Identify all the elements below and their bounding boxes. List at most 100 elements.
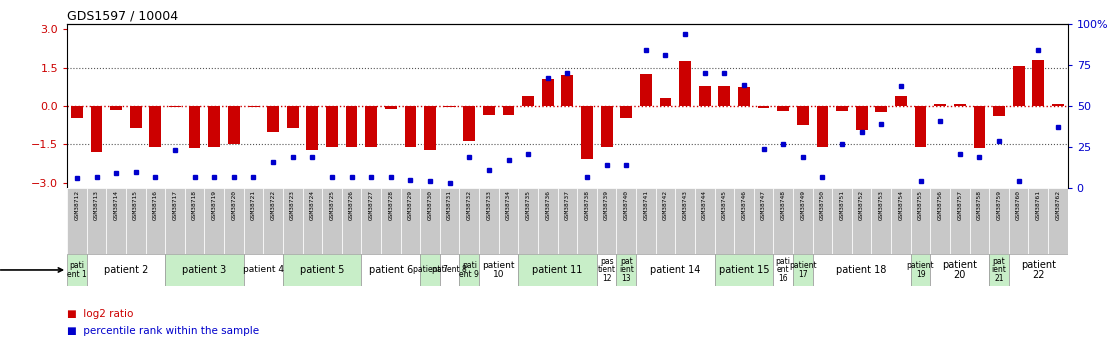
Bar — [875, 106, 888, 112]
Text: GSM38727: GSM38727 — [369, 190, 373, 220]
Bar — [597, 188, 616, 254]
Text: GSM38736: GSM38736 — [546, 190, 550, 220]
Bar — [1008, 254, 1068, 286]
Text: pati
ent 9: pati ent 9 — [459, 261, 480, 279]
Bar — [816, 106, 828, 147]
Bar — [989, 188, 1008, 254]
Text: GSM38721: GSM38721 — [250, 190, 256, 220]
Bar — [813, 254, 911, 286]
Bar — [577, 188, 597, 254]
Bar — [561, 75, 574, 106]
Bar — [915, 106, 927, 147]
Bar — [797, 106, 808, 125]
Bar — [361, 254, 420, 286]
Text: patient
20: patient 20 — [942, 260, 977, 279]
Text: GSM38733: GSM38733 — [486, 190, 492, 220]
Bar — [813, 188, 832, 254]
Text: GSM38756: GSM38756 — [938, 190, 942, 220]
Bar — [935, 104, 946, 106]
Bar — [699, 86, 711, 106]
Bar — [439, 188, 459, 254]
Text: patient 11: patient 11 — [532, 265, 582, 275]
Bar — [439, 254, 459, 286]
Text: GSM38758: GSM38758 — [977, 190, 982, 220]
Bar — [581, 106, 593, 159]
Bar — [680, 61, 691, 106]
Bar — [695, 188, 714, 254]
Text: GSM38726: GSM38726 — [349, 190, 354, 220]
Text: GSM38762: GSM38762 — [1055, 190, 1060, 220]
Bar — [420, 188, 439, 254]
Bar — [954, 104, 966, 106]
Bar — [87, 254, 165, 286]
Bar — [459, 188, 480, 254]
Bar — [950, 188, 969, 254]
Bar — [87, 188, 106, 254]
Text: GSM38757: GSM38757 — [957, 190, 963, 220]
Text: GSM38746: GSM38746 — [741, 190, 747, 220]
Bar — [283, 254, 361, 286]
Bar — [463, 106, 475, 141]
Bar — [620, 106, 632, 118]
Text: GDS1597 / 10004: GDS1597 / 10004 — [67, 10, 178, 23]
Bar — [774, 188, 793, 254]
Bar — [1013, 66, 1024, 106]
Bar — [930, 254, 989, 286]
Bar — [655, 188, 675, 254]
Text: GSM38723: GSM38723 — [291, 190, 295, 220]
Bar — [793, 188, 813, 254]
Bar — [126, 188, 145, 254]
Bar — [165, 254, 244, 286]
Text: pat
ient
13: pat ient 13 — [618, 257, 634, 283]
Bar — [1048, 188, 1068, 254]
Text: GSM38716: GSM38716 — [153, 190, 158, 220]
Bar — [385, 106, 397, 109]
Bar — [130, 106, 142, 128]
Bar — [342, 188, 361, 254]
Bar — [381, 188, 400, 254]
Text: patient 8: patient 8 — [433, 265, 467, 275]
Bar — [165, 188, 184, 254]
Text: GSM38720: GSM38720 — [231, 190, 236, 220]
Bar — [855, 106, 868, 130]
Text: GSM38751: GSM38751 — [840, 190, 844, 220]
Bar — [106, 188, 126, 254]
Text: GSM38713: GSM38713 — [94, 190, 100, 220]
Text: ■  percentile rank within the sample: ■ percentile rank within the sample — [67, 326, 259, 336]
Bar — [832, 188, 852, 254]
Text: patient 5: patient 5 — [300, 265, 344, 275]
Text: GSM38743: GSM38743 — [683, 190, 688, 220]
Bar — [777, 106, 789, 111]
Bar — [597, 254, 616, 286]
Bar — [184, 188, 205, 254]
Bar — [896, 96, 907, 106]
Text: GSM38748: GSM38748 — [780, 190, 786, 220]
Bar — [738, 87, 750, 106]
Text: GSM38744: GSM38744 — [702, 190, 708, 220]
Text: patient 14: patient 14 — [650, 265, 701, 275]
Bar — [616, 254, 636, 286]
Text: GSM38717: GSM38717 — [172, 190, 178, 220]
Bar — [480, 254, 519, 286]
Text: GSM38741: GSM38741 — [643, 190, 648, 220]
Text: GSM38735: GSM38735 — [525, 190, 531, 220]
Bar — [322, 188, 342, 254]
Text: GSM38752: GSM38752 — [859, 190, 864, 220]
Bar — [267, 106, 280, 132]
Bar — [483, 106, 495, 115]
Bar — [150, 106, 161, 147]
Bar — [519, 188, 538, 254]
Text: pati
ent 1: pati ent 1 — [67, 261, 87, 279]
Text: GSM38724: GSM38724 — [310, 190, 315, 220]
Text: patient
22: patient 22 — [1021, 260, 1055, 279]
Bar — [793, 254, 813, 286]
Text: individual: individual — [0, 265, 63, 275]
Bar — [503, 106, 514, 115]
Text: GSM38729: GSM38729 — [408, 190, 413, 220]
Bar — [538, 188, 558, 254]
Text: GSM38761: GSM38761 — [1035, 190, 1041, 220]
Bar — [424, 106, 436, 150]
Bar — [872, 188, 891, 254]
Text: GSM38759: GSM38759 — [996, 190, 1002, 220]
Bar — [366, 106, 377, 147]
